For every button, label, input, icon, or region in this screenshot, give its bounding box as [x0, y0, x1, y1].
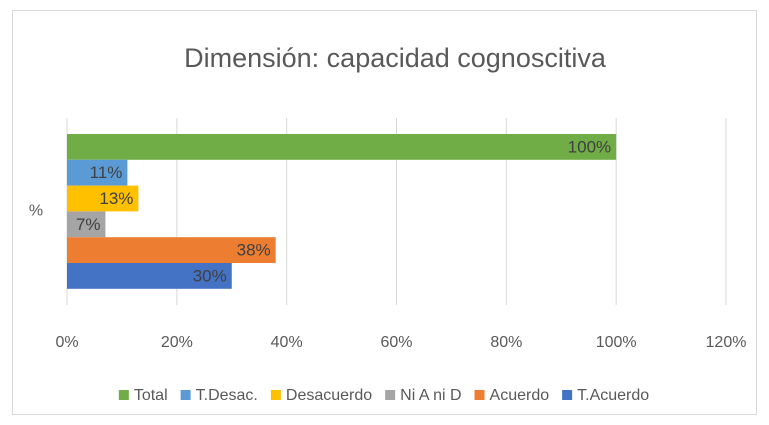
- bar: [67, 159, 128, 186]
- legend-item: T.Desac.: [180, 387, 258, 404]
- legend-label: Total: [134, 387, 168, 404]
- x-tick-label: 120%: [706, 334, 747, 351]
- legend-swatch: [562, 390, 573, 400]
- chart-title: Dimensión: capacidad cognoscitiva: [184, 43, 607, 73]
- legend-item: Total: [118, 387, 168, 404]
- legend-label: Desacuerdo: [286, 387, 372, 404]
- legend-label: T.Desac.: [196, 387, 258, 404]
- bar: [67, 185, 139, 212]
- legend-item: Acuerdo: [474, 387, 550, 404]
- legend-swatch: [180, 390, 191, 400]
- bar: [67, 211, 106, 238]
- legend-label: Ni A ni D: [400, 387, 461, 404]
- x-tick-label: 100%: [596, 334, 637, 351]
- bar: [67, 134, 617, 160]
- bar: [67, 237, 276, 263]
- legend-item: Ni A ni D: [385, 387, 462, 404]
- legend-item: Desacuerdo: [270, 387, 372, 404]
- legend-swatch: [270, 390, 281, 400]
- legend-swatch: [118, 390, 129, 400]
- data-label: 7%: [76, 215, 101, 234]
- data-label: 30%: [193, 266, 227, 285]
- x-tick-label: 40%: [271, 334, 303, 351]
- x-tick-label: 0%: [55, 334, 78, 351]
- chart-border: [12, 10, 757, 415]
- legend-item: T.Acuerdo: [562, 387, 649, 404]
- data-label: 100%: [568, 137, 611, 156]
- legend-label: Acuerdo: [490, 387, 550, 404]
- data-label: 38%: [237, 241, 271, 260]
- x-tick-label: 20%: [161, 334, 193, 351]
- x-tick-label: 60%: [380, 334, 412, 351]
- data-label: 11%: [90, 163, 123, 182]
- data-label: 13%: [99, 189, 133, 208]
- bar: [67, 263, 232, 289]
- legend-swatch: [474, 390, 485, 400]
- x-tick-label: 80%: [490, 334, 522, 351]
- legend-label: T.Acuerdo: [577, 387, 649, 404]
- legend-swatch: [385, 390, 396, 400]
- category-label: %: [29, 203, 43, 220]
